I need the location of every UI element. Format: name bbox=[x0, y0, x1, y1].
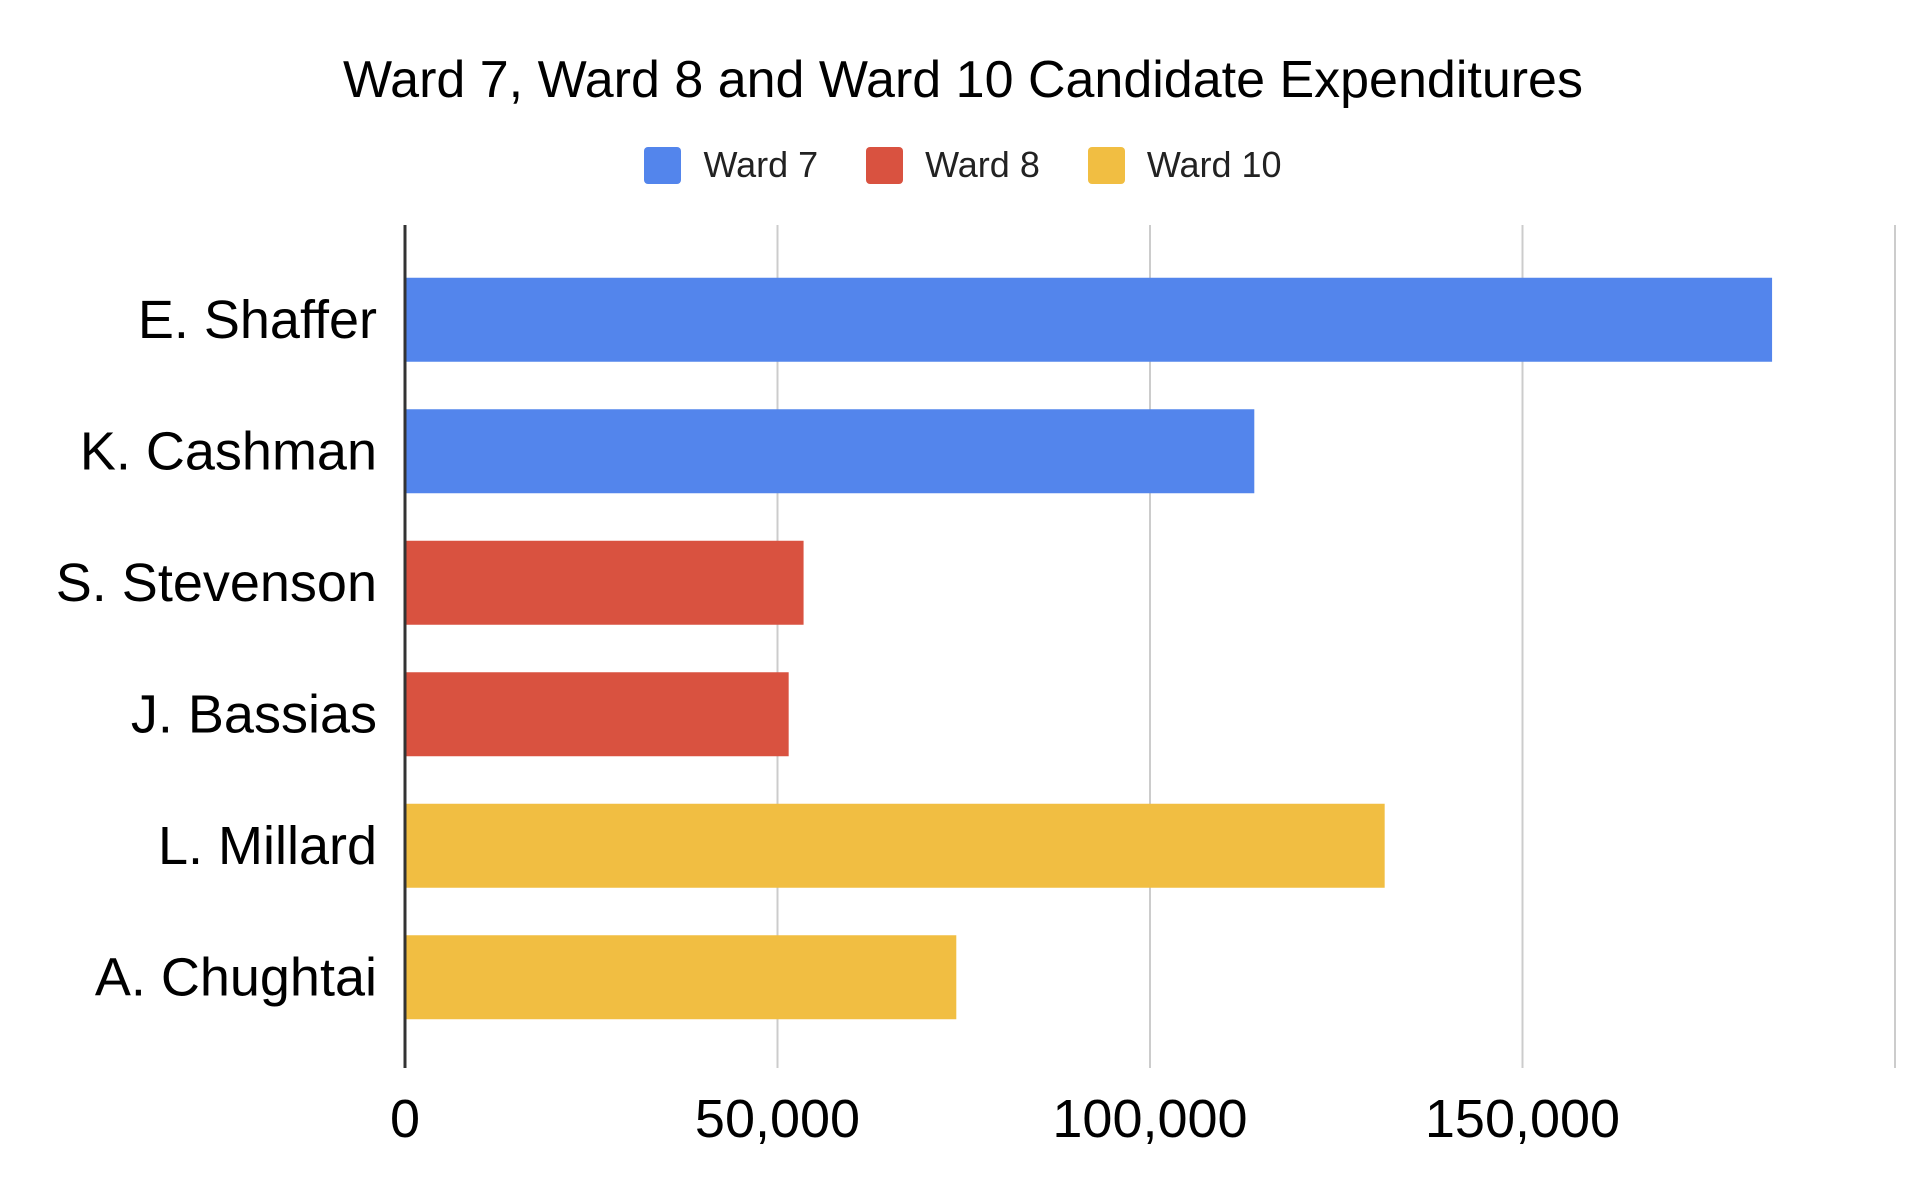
legend-label: Ward 7 bbox=[703, 144, 819, 185]
chart-title: Ward 7, Ward 8 and Ward 10 Candidate Exp… bbox=[343, 51, 1583, 109]
bar bbox=[405, 803, 1385, 888]
legend-item: Ward 8 bbox=[866, 144, 1040, 186]
bar bbox=[405, 540, 804, 625]
bars bbox=[405, 277, 1773, 1020]
legend-label: Ward 10 bbox=[1146, 144, 1282, 185]
chart-legend: Ward 7 Ward 8 Ward 10 bbox=[0, 140, 1926, 190]
category-label: K. Cashman bbox=[80, 421, 377, 481]
legend-swatch bbox=[866, 146, 904, 184]
gridlines bbox=[776, 225, 1896, 1068]
legend-swatch bbox=[1087, 146, 1125, 184]
bar bbox=[405, 409, 1255, 494]
bar bbox=[405, 672, 789, 757]
x-tick-label: 150,000 bbox=[1425, 1089, 1620, 1149]
legend-swatch bbox=[644, 146, 682, 184]
category-label: E. Shaffer bbox=[138, 290, 377, 350]
category-label: A. Chughtai bbox=[95, 947, 377, 1007]
bar bbox=[405, 277, 1773, 362]
category-label: S. Stevenson bbox=[56, 553, 377, 613]
legend-item: Ward 10 bbox=[1087, 144, 1282, 186]
bar bbox=[405, 935, 957, 1020]
x-tick-label: 50,000 bbox=[695, 1089, 860, 1149]
x-tick-label: 0 bbox=[390, 1089, 420, 1149]
category-label: L. Millard bbox=[158, 816, 377, 876]
x-tick-label: 100,000 bbox=[1052, 1089, 1247, 1149]
legend-item: Ward 7 bbox=[644, 144, 818, 186]
category-label: J. Bassias bbox=[131, 684, 377, 744]
legend-label: Ward 8 bbox=[925, 144, 1040, 185]
labels: E. Shaffer K. Cashman S. Stevenson J. Bassi… bbox=[56, 290, 1620, 1149]
